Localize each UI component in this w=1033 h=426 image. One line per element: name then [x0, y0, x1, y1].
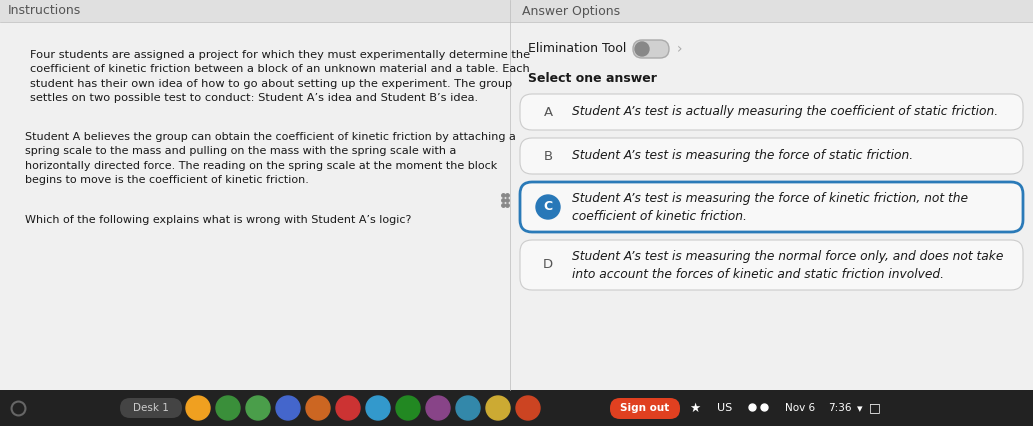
Circle shape — [216, 396, 240, 420]
Circle shape — [635, 42, 649, 56]
Circle shape — [306, 396, 330, 420]
Text: Desk 1: Desk 1 — [133, 403, 169, 413]
Text: ▾: ▾ — [857, 404, 863, 414]
Circle shape — [516, 396, 540, 420]
Text: ★: ★ — [689, 401, 700, 414]
Text: D: D — [543, 259, 553, 271]
Circle shape — [246, 396, 270, 420]
Text: Which of the following explains what is wrong with Student A’s logic?: Which of the following explains what is … — [25, 215, 411, 225]
FancyBboxPatch shape — [510, 22, 1033, 390]
Text: Elimination Tool: Elimination Tool — [528, 41, 626, 55]
Text: □: □ — [869, 401, 881, 414]
FancyBboxPatch shape — [0, 390, 1033, 426]
Text: Student A’s test is measuring the force of static friction.: Student A’s test is measuring the force … — [572, 150, 913, 162]
Circle shape — [276, 396, 300, 420]
FancyBboxPatch shape — [520, 240, 1023, 290]
Circle shape — [486, 396, 510, 420]
Text: Select one answer: Select one answer — [528, 72, 657, 86]
Circle shape — [336, 396, 359, 420]
Text: Student A’s test is actually measuring the coefficient of static friction.: Student A’s test is actually measuring t… — [572, 106, 998, 118]
FancyBboxPatch shape — [0, 22, 510, 390]
Text: Student A believes the group can obtain the coefficient of kinetic friction by a: Student A believes the group can obtain … — [25, 132, 515, 185]
Circle shape — [426, 396, 450, 420]
Text: Answer Options: Answer Options — [522, 5, 620, 17]
FancyBboxPatch shape — [611, 398, 680, 419]
FancyBboxPatch shape — [520, 94, 1023, 130]
Circle shape — [396, 396, 420, 420]
Text: Sign out: Sign out — [621, 403, 669, 413]
FancyBboxPatch shape — [633, 40, 669, 58]
Text: Four students are assigned a project for which they must experimentally determin: Four students are assigned a project for… — [30, 50, 530, 103]
Text: ›: › — [677, 42, 683, 56]
FancyBboxPatch shape — [520, 138, 1023, 174]
FancyBboxPatch shape — [520, 182, 1023, 232]
Circle shape — [366, 396, 390, 420]
Text: US: US — [717, 403, 732, 413]
Text: A: A — [543, 106, 553, 118]
Text: Student A’s test is measuring the force of kinetic friction, not the
coefficient: Student A’s test is measuring the force … — [572, 192, 968, 223]
Circle shape — [456, 396, 480, 420]
FancyBboxPatch shape — [120, 398, 182, 418]
Text: 7:36: 7:36 — [828, 403, 852, 413]
Text: C: C — [543, 201, 553, 213]
Text: Instructions: Instructions — [8, 5, 82, 17]
Circle shape — [186, 396, 210, 420]
Circle shape — [536, 195, 560, 219]
Text: Student A’s test is measuring the normal force only, and does not take
into acco: Student A’s test is measuring the normal… — [572, 250, 1003, 281]
Text: Nov 6: Nov 6 — [785, 403, 815, 413]
Text: B: B — [543, 150, 553, 162]
FancyBboxPatch shape — [0, 0, 1033, 22]
